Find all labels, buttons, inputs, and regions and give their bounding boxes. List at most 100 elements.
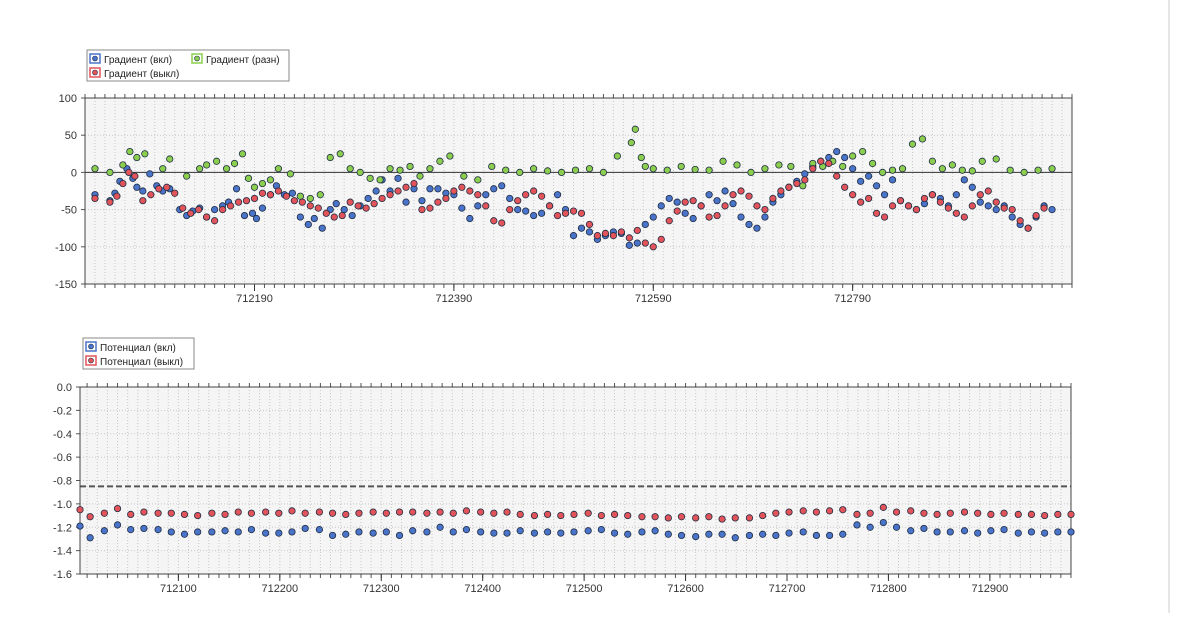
data-point	[545, 202, 554, 210]
data-point	[978, 157, 986, 165]
legend-marker-icon	[88, 343, 94, 350]
right-divider	[1168, 0, 1170, 613]
data-point	[86, 534, 94, 542]
data-point	[649, 243, 657, 251]
data-point	[503, 529, 511, 537]
data-point	[960, 213, 968, 221]
data-point	[498, 182, 506, 190]
data-point	[638, 513, 646, 521]
data-point	[250, 183, 259, 191]
data-point	[139, 187, 147, 195]
legend-label[interactable]: Градиент (вкл)	[104, 55, 172, 66]
data-point	[211, 217, 219, 225]
data-point	[288, 189, 296, 197]
data-point	[775, 161, 783, 169]
data-point	[631, 125, 639, 133]
data-point	[522, 191, 530, 199]
data-point	[91, 165, 99, 173]
data-point	[490, 217, 498, 225]
data-point	[651, 513, 659, 521]
legend-label[interactable]: Градиент (выкл)	[104, 69, 179, 80]
data-point	[968, 167, 976, 175]
data-point	[772, 531, 780, 540]
data-point	[126, 147, 134, 156]
data-point	[584, 527, 592, 535]
data-point	[410, 179, 418, 188]
data-point	[833, 147, 841, 156]
data-point	[625, 241, 633, 249]
data-point	[1006, 166, 1014, 174]
data-point	[938, 165, 946, 173]
data-point	[127, 510, 135, 518]
data-point	[825, 531, 834, 540]
data-point	[638, 528, 646, 536]
data-point	[761, 206, 769, 214]
data-point	[992, 198, 1000, 206]
data-point	[436, 157, 444, 165]
data-point	[849, 152, 857, 160]
data-point	[301, 524, 309, 533]
data-point	[346, 165, 354, 173]
data-point	[462, 525, 471, 534]
data-point	[812, 531, 821, 540]
data-point	[310, 214, 318, 223]
data-point	[119, 161, 127, 169]
legend-label[interactable]: Потенциал (вкл)	[100, 343, 176, 354]
data-point	[406, 162, 414, 171]
data-point	[737, 213, 745, 221]
data-point	[119, 179, 127, 188]
data-point	[490, 185, 498, 193]
data-point	[502, 166, 510, 174]
data-point	[677, 162, 685, 171]
data-point	[610, 529, 619, 537]
data-point	[920, 524, 928, 533]
data-point	[140, 508, 148, 516]
data-point	[506, 206, 514, 214]
data-point	[516, 527, 524, 535]
data-point	[853, 521, 861, 529]
data-point	[799, 182, 807, 190]
data-point	[450, 187, 458, 195]
data-point	[244, 174, 253, 182]
data-point	[599, 168, 608, 176]
data-point	[907, 527, 915, 535]
data-point	[641, 220, 649, 229]
data-point	[332, 200, 340, 208]
data-point	[482, 202, 490, 210]
data-point	[585, 220, 594, 229]
data-point	[234, 528, 242, 536]
legend-label[interactable]: Потенциал (выкл)	[100, 357, 183, 368]
data-point	[785, 183, 793, 191]
data-point	[984, 202, 992, 210]
data-point	[234, 198, 243, 206]
data-point	[1014, 510, 1022, 518]
data-point	[232, 185, 241, 193]
data-point	[677, 513, 686, 521]
data-point	[418, 197, 426, 205]
data-point	[1000, 509, 1008, 517]
data-point	[208, 528, 216, 536]
x-tick-label: 712400	[464, 583, 501, 595]
data-point	[677, 531, 686, 540]
series-3	[91, 157, 1048, 251]
data-point	[503, 508, 511, 516]
data-point	[692, 514, 700, 522]
data-point	[296, 213, 304, 221]
data-point	[426, 204, 434, 212]
data-point	[960, 176, 968, 184]
x-tick-label: 712100	[160, 583, 197, 595]
plot-border	[79, 386, 1072, 575]
data-point	[275, 529, 283, 537]
data-point	[340, 206, 348, 214]
data-point	[409, 527, 417, 535]
data-point	[1000, 204, 1008, 212]
data-point	[585, 228, 594, 236]
data-point	[721, 187, 729, 195]
data-point	[296, 192, 304, 200]
legend-label[interactable]: Градиент (разн)	[206, 55, 280, 66]
data-point	[488, 162, 496, 171]
data-point	[570, 528, 578, 536]
data-point	[436, 523, 444, 531]
y-tick-label: -1.0	[53, 499, 72, 511]
data-point	[348, 211, 356, 220]
